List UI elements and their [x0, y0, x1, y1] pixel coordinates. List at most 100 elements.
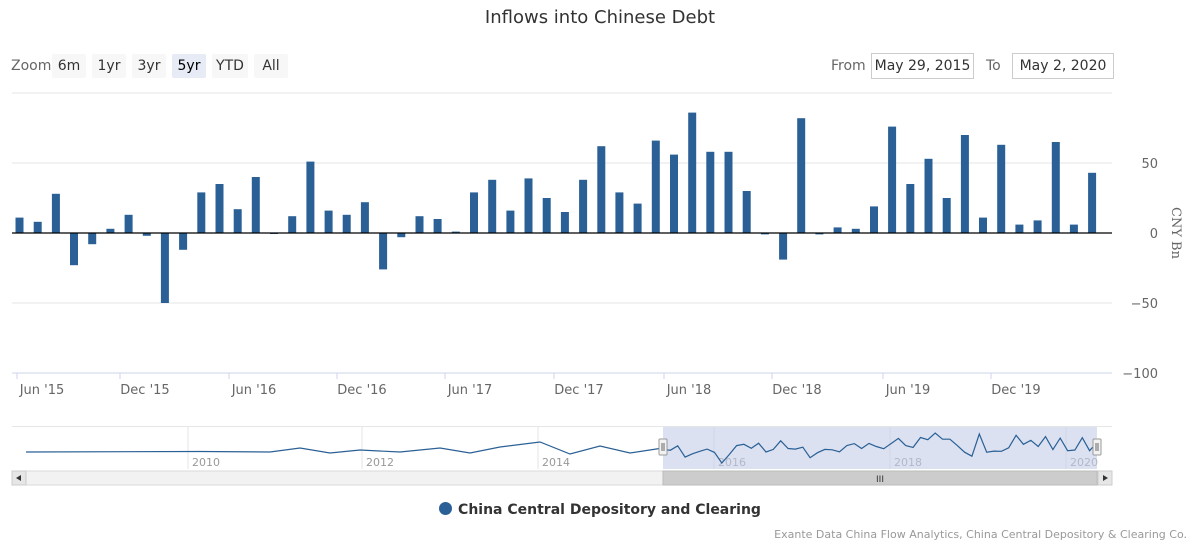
bar [560, 212, 569, 233]
scroll-right-arrow-icon [1103, 475, 1108, 481]
bar [70, 233, 78, 266]
x-tick-label: Dec '16 [337, 383, 386, 398]
bar [579, 179, 588, 233]
zoom-label: Zoom [11, 58, 52, 74]
range-to-input[interactable]: May 2, 2020 [1012, 53, 1114, 79]
zoom-1yr-button[interactable]: 1yr [92, 54, 126, 78]
chart-title: Inflows into Chinese Debt [484, 7, 716, 28]
scroll-left-arrow-icon [16, 475, 21, 481]
bar [106, 228, 115, 233]
bar [960, 135, 969, 233]
bar [851, 228, 860, 233]
bar [688, 112, 697, 233]
range-from-label: From [831, 58, 866, 74]
bar [815, 233, 824, 235]
bar [1088, 172, 1097, 233]
navigator-year-label: 2010 [192, 456, 220, 469]
y-tick-label: −100 [1122, 367, 1158, 382]
y-tick-label: 50 [1141, 157, 1158, 172]
x-tick-label: Dec '15 [120, 383, 169, 398]
x-tick-label: Jun '16 [231, 383, 277, 398]
zoom-ytd-button[interactable]: YTD [212, 54, 248, 78]
y-tick-label: 0 [1150, 227, 1158, 242]
range-to-label: To [986, 58, 1001, 74]
credits[interactable]: Exante Data China Flow Analytics, China … [774, 528, 1187, 541]
bar [215, 184, 224, 233]
bar [997, 144, 1006, 233]
navigator-year-label: 2014 [542, 456, 570, 469]
bar [306, 161, 315, 233]
bar [760, 233, 769, 235]
bar [342, 214, 351, 233]
bar [524, 178, 533, 233]
zoom-all-button[interactable]: All [254, 54, 288, 78]
x-tick-label: Dec '18 [772, 383, 821, 398]
bar [179, 233, 188, 250]
bar [506, 210, 515, 233]
bar [542, 198, 551, 233]
bar [670, 154, 678, 233]
bar [488, 179, 497, 233]
bar [724, 151, 733, 233]
navigator-right-handle[interactable] [1092, 438, 1102, 456]
bar [1069, 224, 1078, 233]
bar [360, 202, 369, 233]
bar [415, 216, 424, 233]
bar [142, 233, 151, 236]
bar [779, 233, 788, 260]
bar [924, 158, 933, 233]
y-tick-label: −50 [1131, 297, 1158, 312]
bar [33, 221, 42, 233]
bar [597, 146, 606, 233]
x-tick-label: Jun '19 [885, 383, 931, 398]
bar [1033, 220, 1042, 233]
bar [251, 177, 260, 233]
bar [1051, 142, 1060, 233]
x-tick-label: Dec '17 [554, 383, 603, 398]
bar [15, 217, 24, 233]
bar [942, 198, 951, 233]
bar [633, 203, 642, 233]
bar [451, 231, 460, 233]
bar [651, 140, 660, 233]
range-from-input[interactable]: May 29, 2015 [871, 53, 974, 79]
bar [833, 227, 842, 233]
bar [88, 233, 97, 245]
bar [870, 206, 878, 233]
bar [906, 184, 915, 233]
x-tick-label: Jun '15 [19, 383, 65, 398]
scrollbar-grip: III [876, 475, 884, 485]
bar [1015, 224, 1024, 233]
bar [160, 233, 169, 303]
navigator-series-line [25, 432, 1098, 464]
zoom-3yr-button[interactable]: 3yr [132, 54, 166, 78]
bar [124, 214, 133, 233]
navigator-year-label: 2012 [366, 456, 394, 469]
bar [433, 219, 442, 233]
bar [379, 233, 388, 270]
zoom-5yr-button[interactable]: 5yr [172, 54, 206, 78]
scrollbar-thumb[interactable] [662, 470, 1098, 486]
bar [51, 193, 60, 233]
x-tick-label: Jun '17 [447, 383, 493, 398]
bar [888, 126, 897, 233]
legend[interactable]: China Central Depository and Clearing [0, 502, 1200, 518]
bar [397, 233, 406, 238]
x-tick-label: Jun '18 [666, 383, 712, 398]
bar [706, 151, 715, 233]
bar [615, 192, 624, 233]
bar [742, 191, 751, 233]
bar [979, 217, 987, 233]
legend-series-marker [439, 502, 453, 515]
y-axis-title: CNY Bn [1168, 207, 1183, 260]
bar [233, 209, 242, 233]
x-tick-label: Dec '19 [991, 383, 1040, 398]
bar [288, 216, 297, 233]
navigator-left-handle[interactable] [658, 438, 668, 456]
bar [197, 192, 206, 233]
legend-series-label: China Central Depository and Clearing [458, 502, 761, 518]
bar [470, 192, 478, 233]
bar [324, 210, 333, 233]
zoom-6m-button[interactable]: 6m [52, 54, 86, 78]
